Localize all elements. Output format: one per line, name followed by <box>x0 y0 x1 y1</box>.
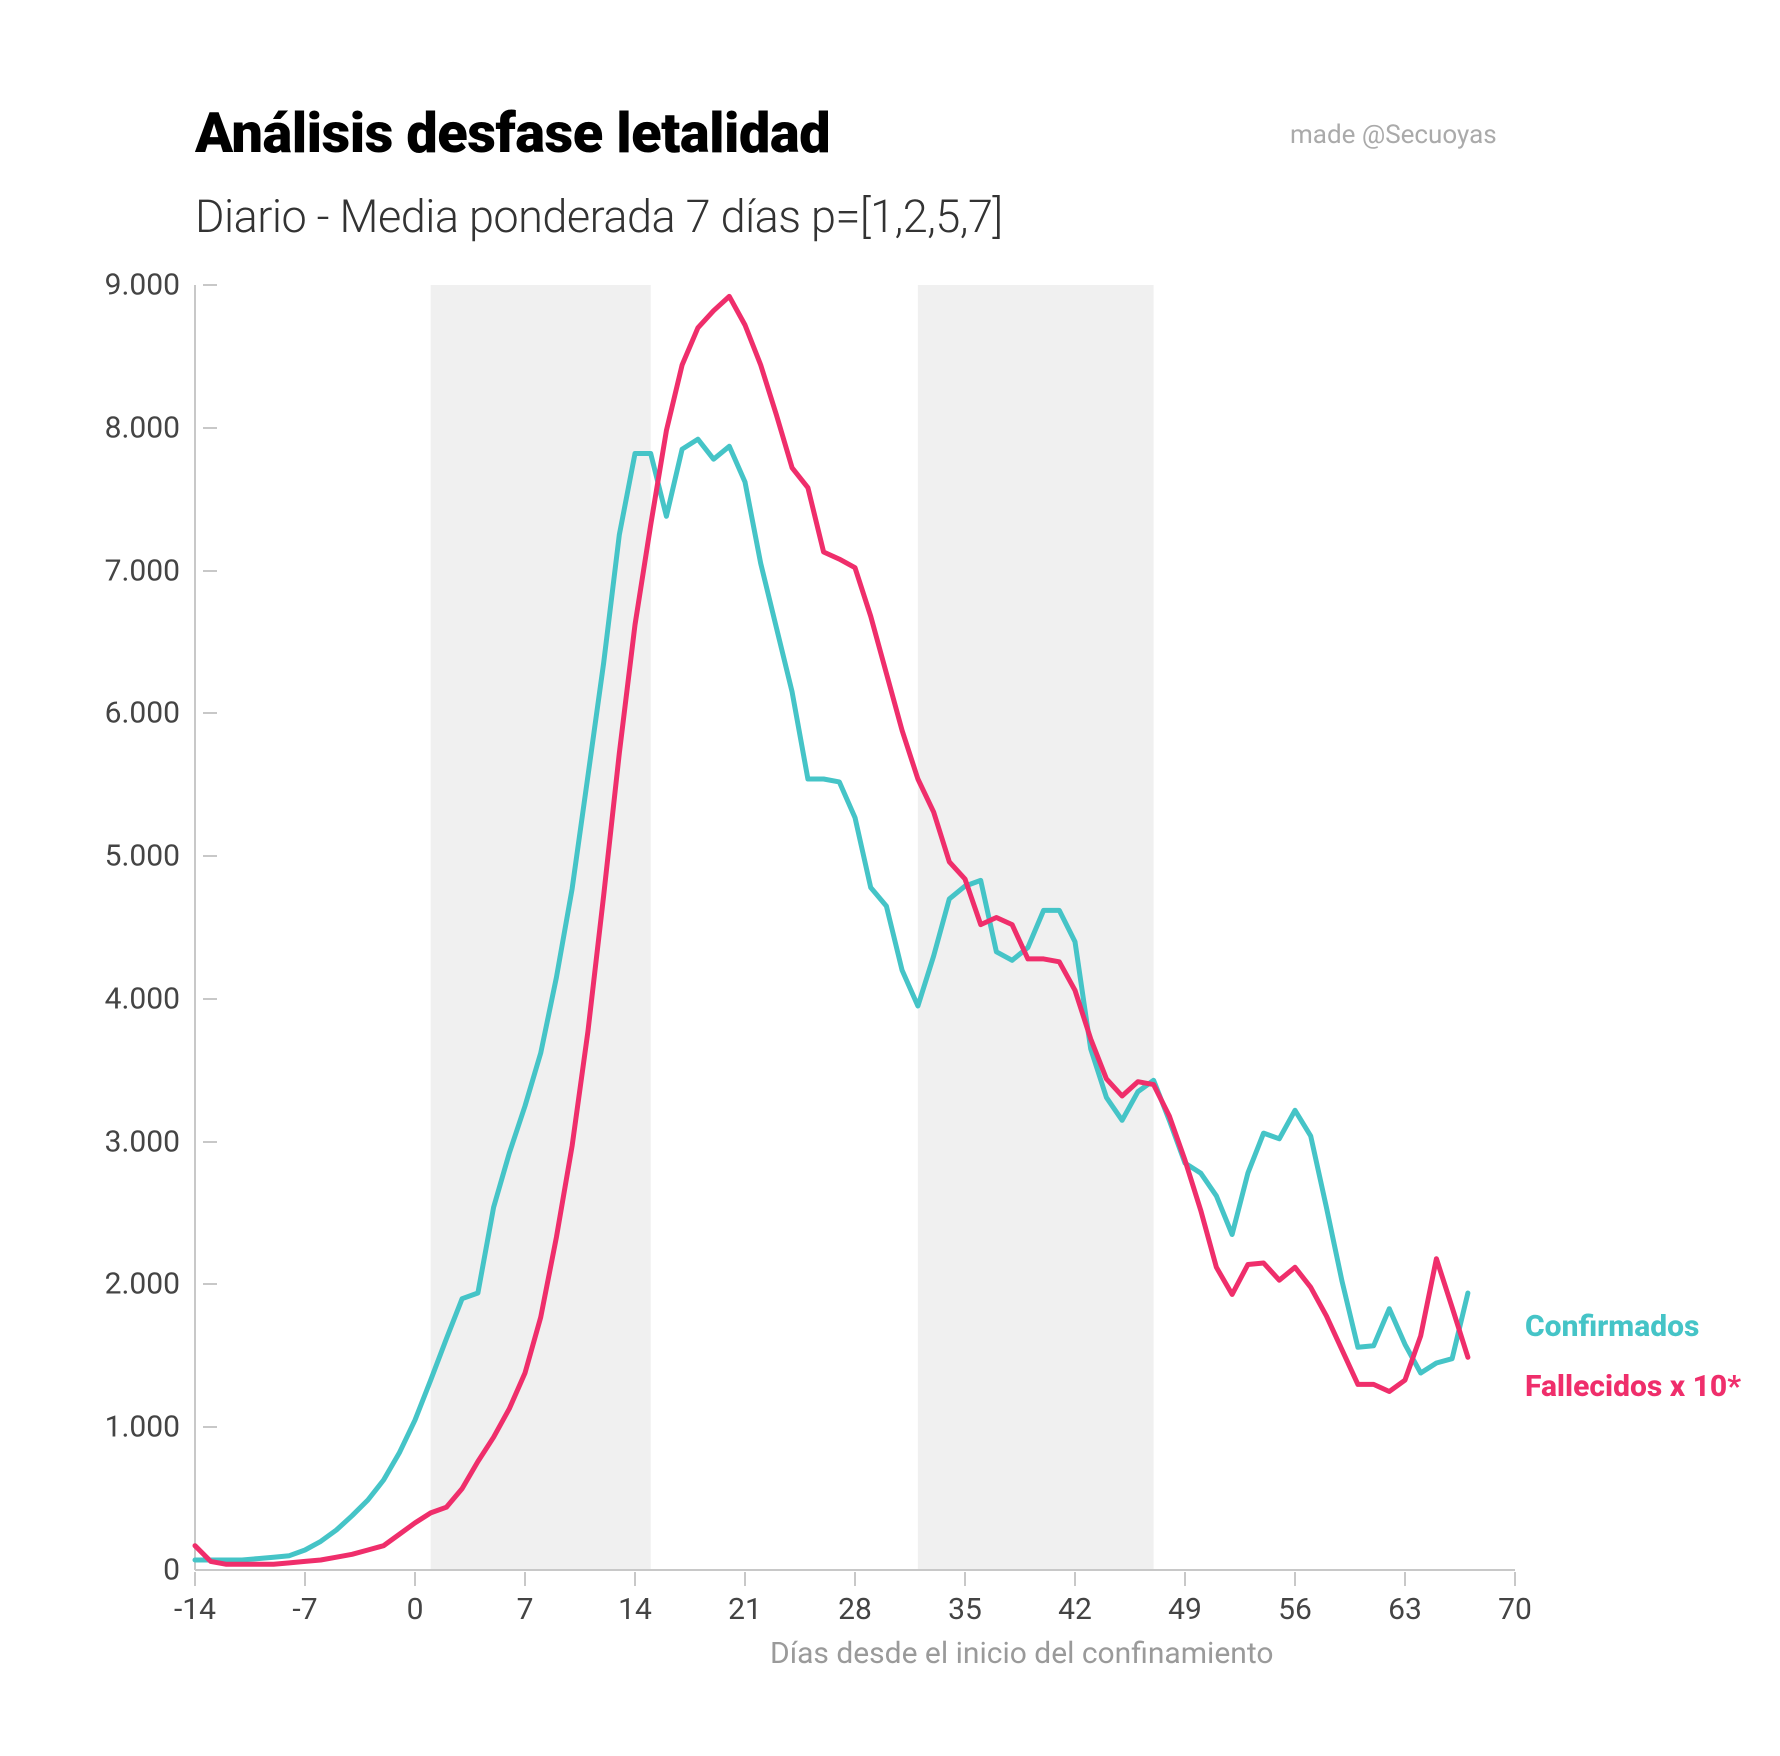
xtick-mark <box>1074 1572 1076 1586</box>
xtick-label: -14 <box>174 1592 216 1627</box>
ytick-mark <box>203 998 217 1000</box>
xtick-label: -7 <box>292 1592 317 1627</box>
xtick-mark <box>524 1572 526 1586</box>
ytick-label: 1.000 <box>60 1410 180 1445</box>
xtick-mark <box>634 1572 636 1586</box>
series-confirmados <box>195 439 1468 1560</box>
xtick-mark <box>964 1572 966 1586</box>
ytick-label: 9.000 <box>60 268 180 303</box>
ytick-mark <box>203 712 217 714</box>
xtick-mark <box>1514 1572 1516 1586</box>
xtick-label: 56 <box>1278 1592 1312 1627</box>
ytick-label: 4.000 <box>60 981 180 1016</box>
xtick-label: 7 <box>517 1592 534 1627</box>
ytick-label: 3.000 <box>60 1124 180 1159</box>
xtick-label: 42 <box>1058 1592 1092 1627</box>
xtick-label: 14 <box>618 1592 652 1627</box>
ytick-mark <box>203 1283 217 1285</box>
ytick-mark <box>203 1141 217 1143</box>
ytick-label: 5.000 <box>60 839 180 874</box>
xtick-mark <box>304 1572 306 1586</box>
chart-svg <box>195 285 1515 1570</box>
xtick-label: 0 <box>407 1592 424 1627</box>
legend-label-confirmados: Confirmados <box>1525 1309 1699 1344</box>
xtick-mark <box>414 1572 416 1586</box>
xtick-mark <box>1404 1572 1406 1586</box>
xtick-label: 70 <box>1498 1592 1532 1627</box>
ytick-mark <box>203 284 217 286</box>
ytick-label: 6.000 <box>60 696 180 731</box>
xtick-mark <box>1184 1572 1186 1586</box>
ytick-label: 7.000 <box>60 553 180 588</box>
shaded-band-0 <box>431 285 651 1570</box>
xtick-label: 28 <box>838 1592 872 1627</box>
ytick-mark <box>203 1426 217 1428</box>
xtick-mark <box>854 1572 856 1586</box>
x-axis-label: Días desde el inicio del confinamiento <box>770 1636 1273 1671</box>
ytick-label: 2.000 <box>60 1267 180 1302</box>
chart-plot-area <box>195 285 1515 1570</box>
ytick-mark <box>203 855 217 857</box>
ytick-mark <box>203 570 217 572</box>
series-fallecidos-x-10- <box>195 296 1468 1564</box>
credit-label: made @Secuoyas <box>1290 120 1497 150</box>
xtick-mark <box>194 1572 196 1586</box>
xtick-label: 21 <box>728 1592 762 1627</box>
xtick-mark <box>1294 1572 1296 1586</box>
xtick-label: 35 <box>948 1592 982 1627</box>
ytick-label: 8.000 <box>60 410 180 445</box>
ytick-label: 0 <box>60 1553 180 1588</box>
ytick-mark <box>203 427 217 429</box>
chart-title: Análisis desfase letalidad <box>195 100 830 166</box>
xtick-mark <box>744 1572 746 1586</box>
xtick-label: 63 <box>1388 1592 1422 1627</box>
chart-subtitle: Diario - Media ponderada 7 días p=[1,2,5… <box>195 190 1003 243</box>
xtick-label: 49 <box>1168 1592 1202 1627</box>
legend-label-fallecidos-x-10-: Fallecidos x 10* <box>1525 1369 1741 1404</box>
